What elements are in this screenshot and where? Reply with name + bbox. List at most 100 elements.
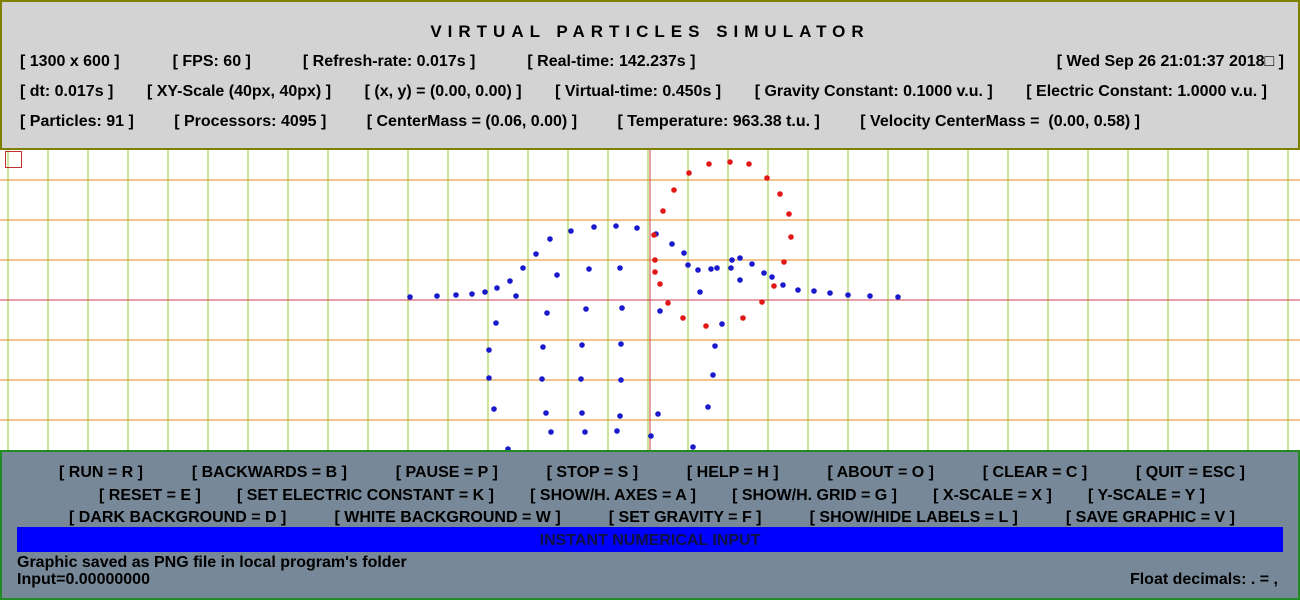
status-message: Graphic saved as PNG file in local progr… xyxy=(17,554,407,571)
title: VIRTUAL PARTICLES SIMULATOR xyxy=(430,22,870,41)
particle xyxy=(703,323,709,329)
particle xyxy=(827,290,833,296)
menu-row: [ RESET = E ] [ SET ELECTRIC CONSTANT = K… xyxy=(99,487,1205,505)
menu-shortcut[interactable]: [ STOP = S ] xyxy=(546,464,639,481)
particle xyxy=(614,428,620,434)
particle xyxy=(507,278,513,284)
particle xyxy=(671,187,677,193)
particle xyxy=(482,289,488,295)
menu-shortcut[interactable]: [ RUN = R ] xyxy=(59,464,143,481)
menu-shortcut[interactable]: [ SAVE GRAPHIC = V ] xyxy=(1065,509,1235,526)
info-item: [ CenterMass = (0.06, 0.00) ] xyxy=(366,113,578,130)
particle xyxy=(867,293,873,299)
particle xyxy=(493,320,499,326)
particle xyxy=(746,161,752,167)
particle xyxy=(617,413,623,419)
particle xyxy=(540,344,546,350)
particle xyxy=(657,281,663,287)
info-row: [ dt: 0.017s ] [ XY-Scale (40px, 40px) ] [… xyxy=(20,83,1267,101)
particle xyxy=(714,265,720,271)
particle xyxy=(554,272,560,278)
menu-row: [ DARK BACKGROUND = D ] [ WHITE BACKGROUN… xyxy=(69,509,1235,527)
particle xyxy=(749,261,755,267)
input-value: Input=0.00000000 xyxy=(17,571,150,588)
particle xyxy=(618,341,624,347)
particle xyxy=(591,224,597,230)
menu-shortcut[interactable]: [ SHOW/H. GRID = G ] xyxy=(732,487,897,504)
menu-shortcut[interactable]: [ PAUSE = P ] xyxy=(395,464,498,481)
particle xyxy=(695,267,701,273)
particle xyxy=(578,376,584,382)
particle xyxy=(780,282,786,288)
particle xyxy=(583,306,589,312)
menu-shortcut[interactable]: [ CLEAR = C ] xyxy=(982,464,1088,481)
particle xyxy=(686,170,692,176)
particle xyxy=(706,161,712,167)
particle xyxy=(737,277,743,283)
particle xyxy=(539,376,545,382)
particle xyxy=(469,291,475,297)
particle xyxy=(651,232,657,238)
particle xyxy=(657,308,663,314)
info-item: [ Processors: 4095 ] xyxy=(174,113,327,130)
menu-shortcut[interactable]: [ QUIT = ESC ] xyxy=(1136,464,1245,481)
particle xyxy=(665,300,671,306)
menu-shortcut[interactable]: [ ABOUT = O ] xyxy=(827,464,934,481)
particle xyxy=(548,429,554,435)
info-item: [ (x, y) = (0.00, 0.00) ] xyxy=(364,83,522,100)
info-item: [ Particles: 91 ] xyxy=(20,113,134,130)
particle xyxy=(568,228,574,234)
particle xyxy=(781,259,787,265)
float-decimals: Float decimals: . = , xyxy=(1129,571,1278,588)
particle xyxy=(811,288,817,294)
particle xyxy=(505,446,511,450)
particle xyxy=(895,294,901,300)
menu-shortcut[interactable]: [ RESET = E ] xyxy=(99,487,201,504)
particle xyxy=(685,262,691,268)
particle xyxy=(761,270,767,276)
menu-shortcut[interactable]: [ HELP = H ] xyxy=(686,464,779,481)
info-item: [ XY-Scale (40px, 40px) ] xyxy=(146,83,332,100)
particle xyxy=(727,159,733,165)
particle xyxy=(652,257,658,263)
info-item: [ dt: 0.017s ] xyxy=(20,83,114,100)
particle xyxy=(486,375,492,381)
menu-shortcut[interactable]: [ BACKWARDS = B ] xyxy=(191,464,347,481)
particle xyxy=(740,315,746,321)
menu-shortcut[interactable]: [ WHITE BACKGROUND = W ] xyxy=(334,509,561,526)
particle xyxy=(690,444,696,450)
particle xyxy=(579,342,585,348)
menu-shortcut[interactable]: [ X-SCALE = X ] xyxy=(933,487,1052,504)
info-item: [ Electric Constant: 1.0000 v.u. ] xyxy=(1026,83,1267,100)
particle xyxy=(491,406,497,412)
particle xyxy=(617,265,623,271)
info-panel: VIRTUAL PARTICLES SIMULATOR [ 1300 x 600… xyxy=(0,0,1300,150)
input-bar[interactable]: INSTANT NUMERICAL INPUT xyxy=(17,527,1283,552)
particle xyxy=(547,236,553,242)
particle xyxy=(634,225,640,231)
particle xyxy=(705,404,711,410)
particle xyxy=(712,343,718,349)
particle xyxy=(728,265,734,271)
menu-shortcut[interactable]: [ SET GRAVITY = F ] xyxy=(608,509,762,526)
simulation-field xyxy=(0,150,1300,450)
particle xyxy=(586,266,592,272)
particle xyxy=(737,255,743,261)
particle xyxy=(652,269,658,275)
menu-shortcut[interactable]: [ SHOW/H. AXES = A ] xyxy=(530,487,696,504)
info-item: [ 1300 x 600 ] xyxy=(20,53,120,70)
particle xyxy=(681,250,687,256)
particle xyxy=(708,266,714,272)
particle xyxy=(729,257,735,263)
menu-shortcut[interactable]: [ DARK BACKGROUND = D ] xyxy=(69,509,287,526)
particle xyxy=(453,292,459,298)
info-item: [ FPS: 60 ] xyxy=(172,53,251,70)
particle xyxy=(710,372,716,378)
menu-shortcut[interactable]: [ SHOW/HIDE LABELS = L ] xyxy=(809,509,1018,526)
particle xyxy=(648,433,654,439)
info-row: [ 1300 x 600 ] [ FPS: 60 ] [ Refresh-rate:… xyxy=(20,53,1284,71)
particle xyxy=(788,234,794,240)
menu-shortcut[interactable]: [ Y-SCALE = Y ] xyxy=(1088,487,1205,504)
particle xyxy=(669,241,675,247)
menu-shortcut[interactable]: [ SET ELECTRIC CONSTANT = K ] xyxy=(236,487,494,504)
